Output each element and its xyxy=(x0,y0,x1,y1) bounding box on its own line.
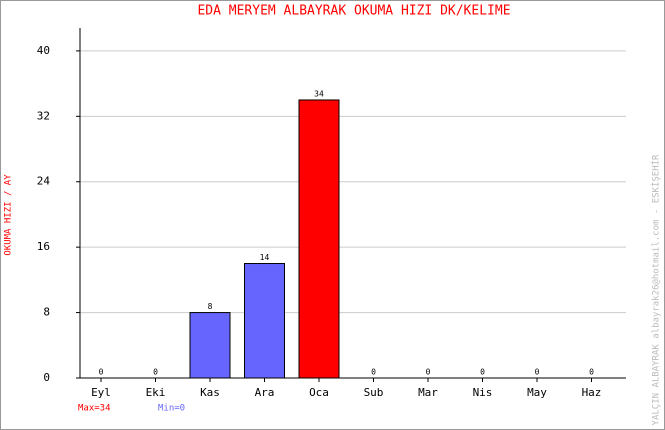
x-tick-label: Ara xyxy=(255,386,275,399)
value-label: 0 xyxy=(153,368,158,377)
bar xyxy=(298,99,340,379)
y-tick-label: 16 xyxy=(37,240,50,253)
min-label: Min=0 xyxy=(158,404,185,414)
value-label: 8 xyxy=(208,302,213,311)
value-label: 0 xyxy=(535,368,540,377)
x-tick-label: Mar xyxy=(418,386,438,399)
y-tick-label: 32 xyxy=(37,109,50,122)
bar xyxy=(244,263,285,379)
max-label: Max=34 xyxy=(78,404,111,414)
chart-title: EDA MERYEM ALBAYRAK OKUMA HIZI DK/KELIME xyxy=(197,4,510,19)
y-tick-label: 40 xyxy=(37,44,50,57)
x-tick-label: May xyxy=(527,386,547,399)
x-tick-label: Nis xyxy=(473,386,493,399)
value-label: 34 xyxy=(314,89,324,98)
y-tick-label: 24 xyxy=(37,175,51,188)
value-label: 0 xyxy=(480,368,485,377)
y-axis-label: OKUMA HIZI / AY xyxy=(4,174,14,256)
value-label: 0 xyxy=(371,368,376,377)
y-tick-label: 0 xyxy=(43,371,50,384)
x-tick-label: Sub xyxy=(364,386,384,399)
watermark: YALÇIN ALBAYRAK albayrak26@hotmail.com -… xyxy=(651,154,662,426)
x-tick-label: Haz xyxy=(582,386,602,399)
x-tick-label: Kas xyxy=(200,386,220,399)
x-tick-label: Eyl xyxy=(91,386,111,399)
value-label: 0 xyxy=(99,368,104,377)
bar xyxy=(189,312,231,379)
y-tick-label: 8 xyxy=(43,306,50,319)
x-tick-label: Eki xyxy=(146,386,166,399)
value-label: 0 xyxy=(426,368,431,377)
value-label: 0 xyxy=(589,368,594,377)
x-tick-label: Oca xyxy=(309,386,329,399)
value-label: 14 xyxy=(260,253,270,262)
